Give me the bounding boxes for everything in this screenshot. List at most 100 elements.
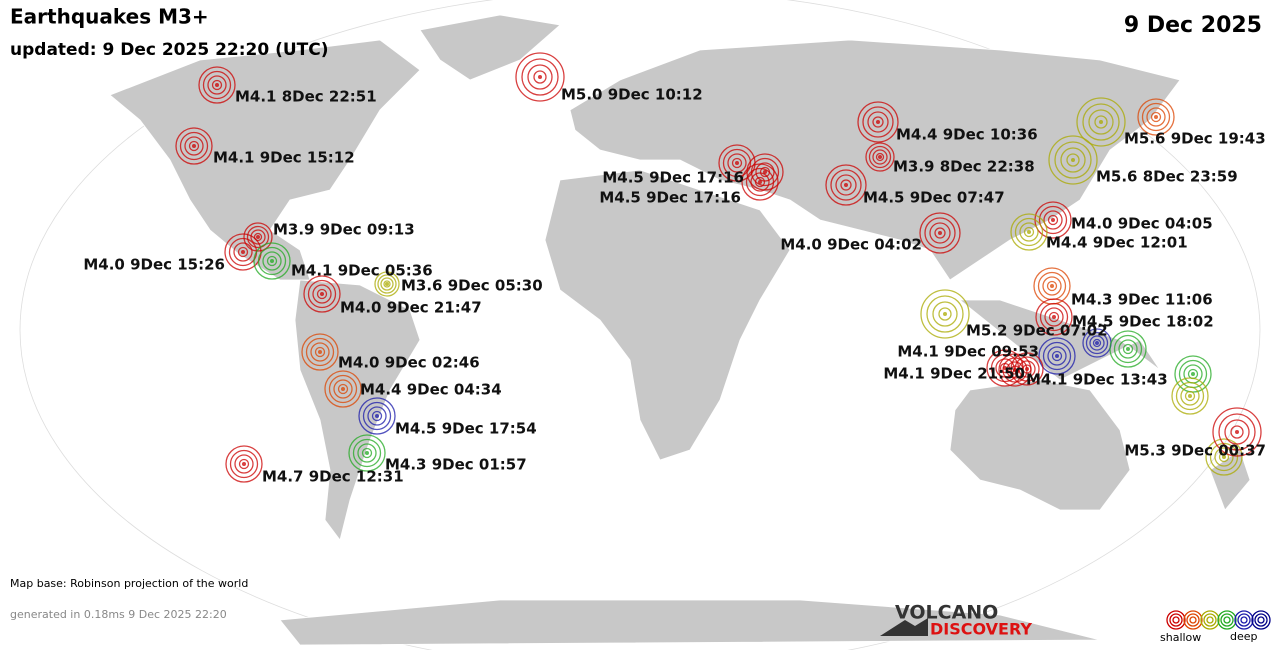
ring [253,242,291,280]
center [318,350,322,354]
quake-marker [324,370,362,408]
ring [371,410,383,422]
ring [1044,307,1064,327]
ring [229,449,259,479]
ring [307,279,337,309]
center [192,144,196,148]
ring [865,142,895,172]
center [1095,341,1099,345]
center [763,170,767,174]
quake-label: M4.5 9Dec 17:16 [602,169,744,187]
ring [1169,613,1183,627]
ring [1183,610,1203,630]
center [1071,158,1075,162]
center [943,312,947,316]
ring [999,362,1011,374]
quake-label: M4.3 9Dec 11:06 [1071,291,1213,309]
ring [357,443,377,463]
legend-shallow: shallow [1160,631,1201,644]
ring [1205,438,1243,476]
ring [1014,217,1044,247]
ring [727,153,747,173]
ring [872,116,884,128]
ring [1051,350,1063,362]
ring [872,149,888,165]
quake-label: M3.9 9Dec 09:13 [273,221,415,239]
ring [1166,610,1186,630]
quake-label: M4.0 9Dec 04:05 [1071,215,1213,233]
center [1025,367,1029,371]
ring [722,148,752,178]
ring [1118,339,1138,359]
ring [250,229,266,245]
quake-marker [348,434,386,472]
legend-marker [1217,610,1237,630]
ring [1089,335,1105,351]
ring [929,222,951,244]
ring [1186,613,1200,627]
ring [1184,390,1196,402]
quake-marker [303,275,341,313]
ring [1254,613,1268,627]
center [1003,366,1007,370]
ring [1010,213,1048,251]
quake-marker [374,271,400,297]
ring [867,111,889,133]
quake-label: M5.6 9Dec 19:43 [1124,130,1266,148]
quake-label: M4.1 8Dec 22:51 [235,88,377,106]
ring [324,370,362,408]
ring [533,70,547,84]
ring [358,397,396,435]
ring [383,280,391,288]
ring [741,163,779,201]
quake-label: M5.3 9Dec 00:37 [1124,442,1266,460]
ring [1092,338,1102,348]
quake-label: M4.5 9Dec 07:47 [863,189,1005,207]
quake-marker [515,52,565,102]
quake-label: M5.0 9Dec 10:12 [561,86,703,104]
ring [924,217,956,249]
ring [1223,616,1231,624]
ring [1237,613,1251,627]
ring [1217,610,1237,630]
ring [1019,222,1039,242]
ring [1023,226,1035,238]
center [1050,284,1054,288]
ring [920,289,970,339]
ring [310,342,330,362]
ring [1224,419,1250,445]
ring [266,255,278,267]
ring [1043,210,1063,230]
quake-label: M4.0 9Dec 02:46 [338,354,480,372]
quake-marker [857,101,899,143]
ring [179,131,209,161]
ring [934,227,946,239]
quake-marker [243,222,273,252]
center [1099,120,1103,124]
ring [1038,337,1076,375]
ring [225,445,263,483]
center [242,462,246,466]
ring [1203,613,1217,627]
quake-marker [920,289,970,339]
legend-marker [1183,610,1203,630]
ring [243,222,273,252]
ring [333,379,353,399]
ring [348,434,386,472]
ring [1046,280,1058,292]
ring [1171,377,1209,415]
ring [1200,610,1220,630]
center [735,161,739,165]
ring [362,401,392,431]
ring [825,164,867,206]
ring [835,174,857,196]
center [758,180,762,184]
ring [938,307,952,321]
ring [207,75,227,95]
quake-marker [919,212,961,254]
ring [1146,107,1166,127]
center [1052,315,1056,319]
ring [1141,102,1171,132]
quake-label: M4.0 9Dec 21:47 [340,299,482,317]
